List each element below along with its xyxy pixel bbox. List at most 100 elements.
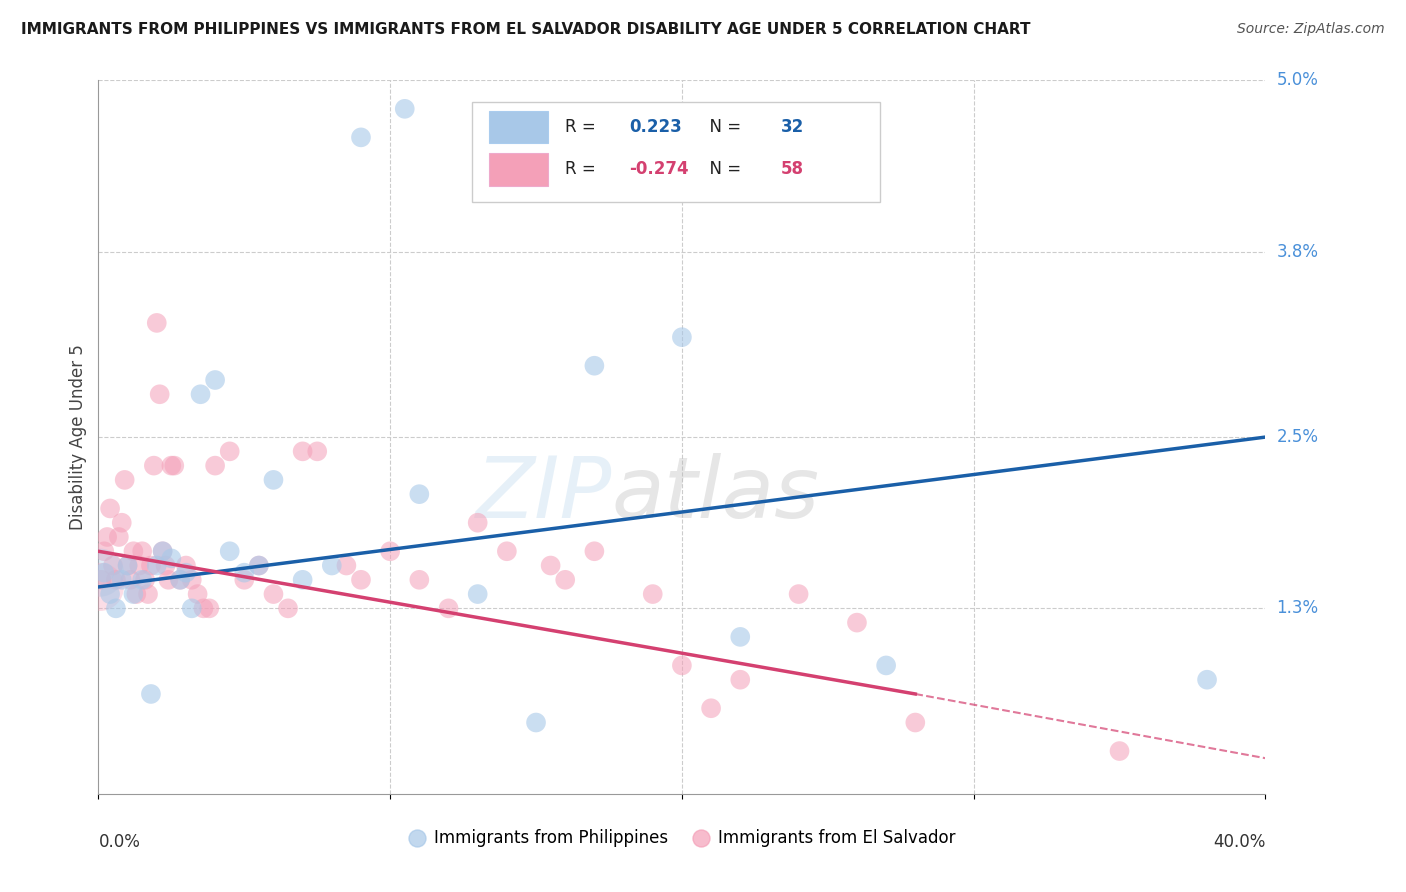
Point: [198, 601, 221, 615]
Point: [437, 601, 460, 615]
Text: N =: N =: [699, 161, 747, 178]
Point: [90, 573, 112, 587]
Point: [641, 587, 664, 601]
Point: [93, 566, 115, 580]
Point: [321, 558, 343, 573]
Point: [193, 601, 215, 615]
Point: [111, 573, 134, 587]
Point: [540, 558, 562, 573]
Point: [139, 558, 162, 573]
Point: [247, 558, 270, 573]
Point: [104, 573, 127, 587]
Point: [169, 573, 191, 587]
Point: [307, 444, 329, 458]
Point: [671, 658, 693, 673]
Text: IMMIGRANTS FROM PHILIPPINES VS IMMIGRANTS FROM EL SALVADOR DISABILITY AGE UNDER : IMMIGRANTS FROM PHILIPPINES VS IMMIGRANT…: [21, 22, 1031, 37]
Point: [180, 573, 202, 587]
Point: [190, 387, 212, 401]
Point: [125, 587, 148, 601]
FancyBboxPatch shape: [489, 111, 548, 143]
Point: [163, 458, 186, 473]
Point: [174, 566, 197, 580]
Text: 0.0%: 0.0%: [98, 833, 141, 851]
Point: [233, 573, 256, 587]
Point: [136, 587, 159, 601]
Point: [104, 601, 127, 615]
Point: [152, 544, 174, 558]
Point: [846, 615, 869, 630]
Point: [108, 530, 131, 544]
Text: atlas: atlas: [612, 452, 820, 536]
Text: 40.0%: 40.0%: [1213, 833, 1265, 851]
Point: [117, 558, 139, 573]
Point: [496, 544, 519, 558]
Legend: Immigrants from Philippines, Immigrants from El Salvador: Immigrants from Philippines, Immigrants …: [402, 822, 962, 854]
Point: [247, 558, 270, 573]
Point: [114, 473, 136, 487]
Text: -0.274: -0.274: [630, 161, 689, 178]
Point: [875, 658, 897, 673]
Point: [263, 473, 285, 487]
Text: 1.3%: 1.3%: [1277, 599, 1319, 617]
Point: [187, 587, 209, 601]
Point: [671, 330, 693, 344]
FancyBboxPatch shape: [472, 102, 880, 202]
Point: [131, 573, 153, 587]
Point: [335, 558, 357, 573]
Point: [277, 601, 299, 615]
Text: R =: R =: [565, 161, 602, 178]
Point: [904, 715, 927, 730]
Point: [146, 316, 169, 330]
Point: [152, 544, 174, 558]
Text: 32: 32: [782, 118, 804, 136]
Point: [160, 551, 183, 566]
Point: [117, 558, 139, 573]
Point: [128, 558, 150, 573]
Point: [122, 544, 145, 558]
Text: 3.8%: 3.8%: [1277, 243, 1319, 260]
Text: 0.223: 0.223: [630, 118, 682, 136]
Point: [583, 544, 606, 558]
Point: [89, 566, 111, 580]
Point: [111, 516, 134, 530]
Point: [134, 573, 156, 587]
Point: [350, 130, 373, 145]
Point: [204, 373, 226, 387]
Point: [730, 630, 752, 644]
Text: ZIP: ZIP: [475, 452, 612, 536]
Point: [291, 573, 314, 587]
Point: [467, 516, 489, 530]
Point: [98, 501, 121, 516]
Point: [291, 444, 314, 458]
Point: [380, 544, 402, 558]
Point: [408, 487, 430, 501]
Point: [120, 573, 142, 587]
Text: R =: R =: [565, 118, 602, 136]
Point: [155, 558, 177, 573]
Point: [583, 359, 606, 373]
Point: [233, 566, 256, 580]
Point: [1108, 744, 1130, 758]
Text: 2.5%: 2.5%: [1277, 428, 1319, 446]
Point: [394, 102, 416, 116]
Point: [139, 687, 162, 701]
Text: 5.0%: 5.0%: [1277, 71, 1319, 89]
Point: [98, 587, 121, 601]
Point: [101, 558, 124, 573]
Text: N =: N =: [699, 118, 747, 136]
FancyBboxPatch shape: [489, 153, 548, 186]
Point: [1197, 673, 1219, 687]
Point: [524, 715, 547, 730]
Point: [218, 544, 240, 558]
Point: [142, 458, 165, 473]
Point: [89, 580, 111, 594]
Point: [122, 587, 145, 601]
Text: Source: ZipAtlas.com: Source: ZipAtlas.com: [1237, 22, 1385, 37]
Point: [174, 558, 197, 573]
Y-axis label: Disability Age Under 5: Disability Age Under 5: [69, 344, 87, 530]
Point: [93, 544, 115, 558]
Point: [787, 587, 810, 601]
Point: [350, 573, 373, 587]
Point: [730, 673, 752, 687]
Point: [408, 573, 430, 587]
